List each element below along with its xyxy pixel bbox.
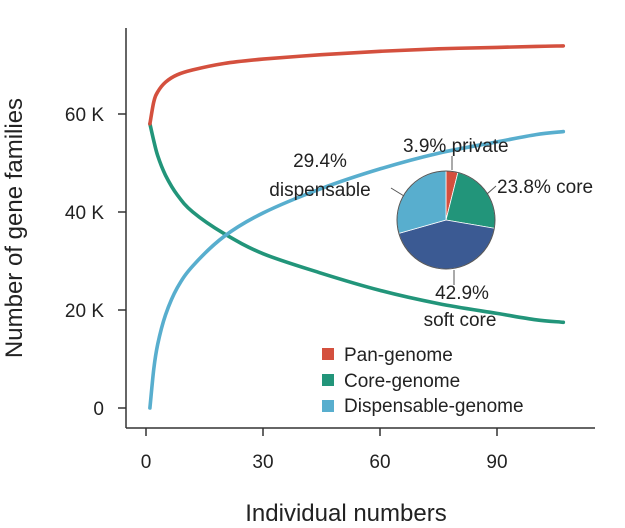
y-axis-title: Number of gene families [1,98,28,358]
legend-swatch-pan [322,348,334,360]
x-ticks: 0 30 60 90 [141,428,508,473]
legend-swatch-core [322,374,334,386]
pie-chart [396,170,496,270]
y-tick-label: 40 K [65,203,104,224]
pie-label-soft-core-value: 42.9% [435,283,489,304]
legend: Pan-genome Core-genome Dispensable-genom… [322,345,524,417]
series-line-dispensable-genome [148,129,566,410]
x-axis-title: Individual numbers [245,500,446,527]
pie-label-private: 3.9% private [403,136,509,157]
pie-label-dispensable-value: 29.4% [293,151,347,172]
series-line-core-genome [148,122,566,325]
y-ticks: 0 20 K 40 K 60 K [65,105,126,420]
legend-label-core: Core-genome [344,371,460,392]
pie-label-soft-core-name: soft core [424,310,497,331]
leader-core [486,185,497,195]
pie-leader-lines [390,156,497,285]
y-tick-label: 0 [93,399,104,420]
x-tick-label: 30 [252,452,273,473]
pie-outline [396,170,496,270]
x-tick-label: 0 [141,452,152,473]
series-line-pan-genome [148,44,566,126]
legend-label-pan: Pan-genome [344,345,453,366]
legend-label-dispensable: Dispensable-genome [344,396,524,417]
x-tick-label: 90 [486,452,507,473]
x-tick-label: 60 [369,452,390,473]
legend-swatch-dispensable [322,400,334,412]
y-tick-label: 60 K [65,105,104,126]
leader-dispensable [390,187,405,197]
pie-label-core: 23.8% core [497,177,593,198]
y-tick-label: 20 K [65,301,104,322]
series-lines [148,44,566,410]
pie-label-dispensable-name: dispensable [269,180,370,201]
